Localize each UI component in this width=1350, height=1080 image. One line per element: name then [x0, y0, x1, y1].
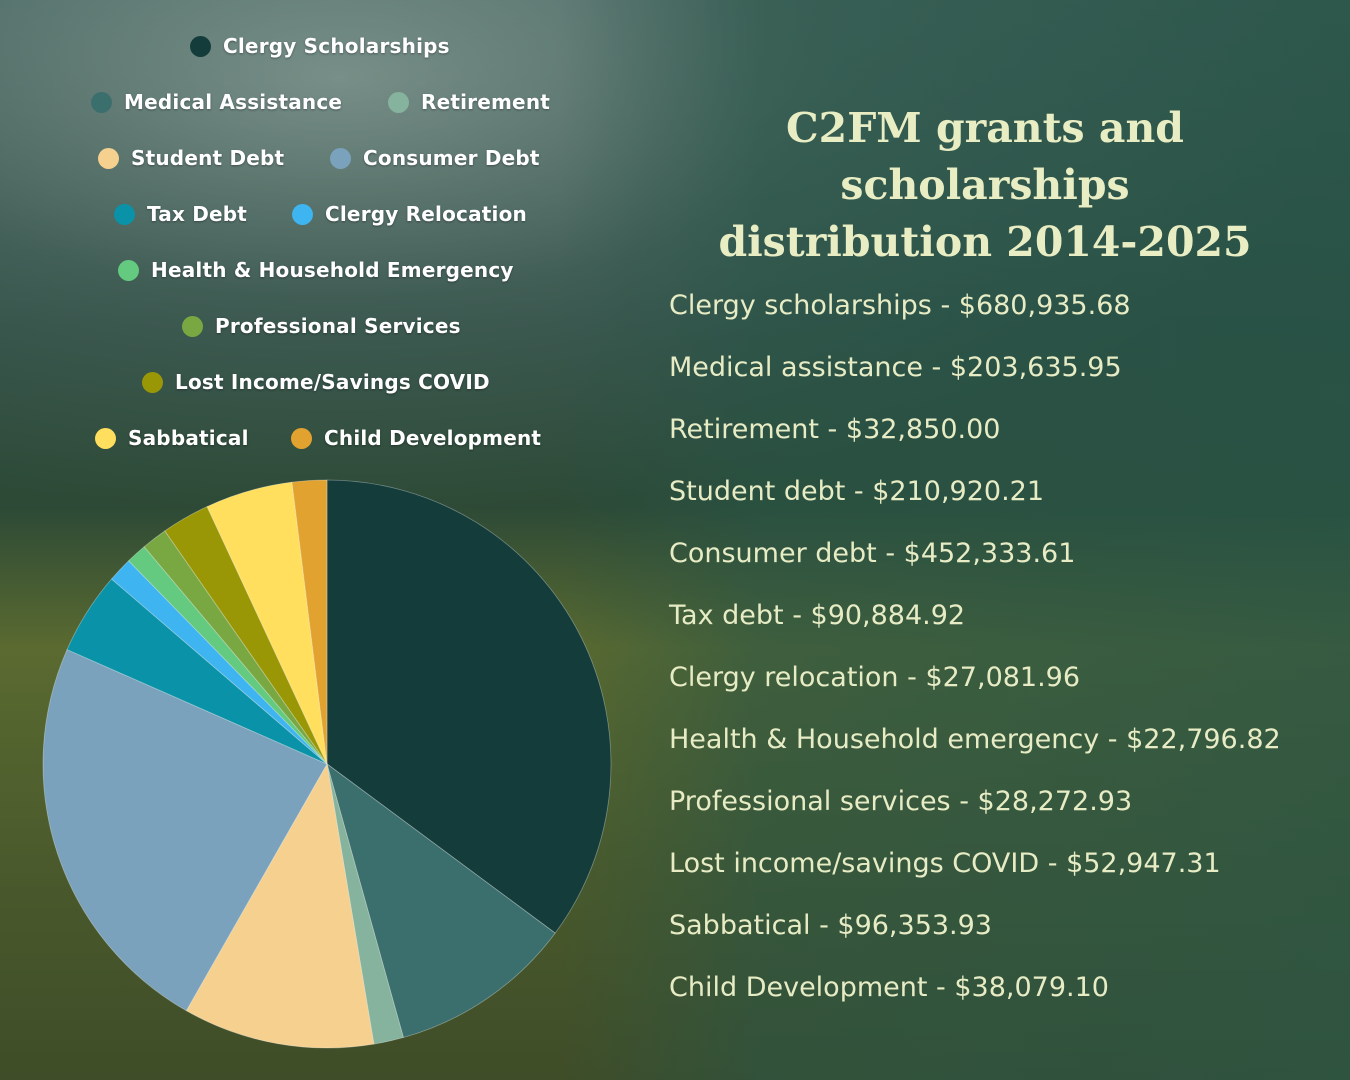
legend-item: Clergy Relocation — [292, 202, 527, 226]
legend-swatch — [142, 371, 163, 393]
legend-item: Consumer Debt — [330, 146, 540, 170]
legend-label: Child Development — [324, 426, 542, 450]
legend-label: Consumer Debt — [363, 146, 540, 170]
value-row: Professional services - $28,272.93 — [669, 786, 1133, 817]
pie-slice-retirement — [326, 763, 404, 1045]
legend-item: Professional Services — [182, 314, 461, 338]
value-row: Retirement - $32,850.00 — [669, 414, 1001, 445]
value-row: Health & Household emergency - $22,796.8… — [669, 724, 1281, 755]
value-row: Medical assistance - $203,635.95 — [669, 352, 1122, 383]
legend-item: Medical Assistance — [91, 90, 342, 114]
pie-chart — [42, 479, 612, 1049]
pie-slice-consumer-debt — [42, 649, 328, 1012]
pie-slice-professional-services — [143, 530, 328, 765]
legend-swatch — [114, 203, 135, 225]
value-row: Lost income/savings COVID - $52,947.31 — [669, 848, 1221, 879]
legend-label: Professional Services — [215, 314, 461, 338]
legend-item: Sabbatical — [95, 426, 249, 450]
legend-item: Clergy Scholarships — [190, 34, 450, 58]
chart-legend: Clergy Scholarships Medical Assistance Ret… — [0, 0, 640, 470]
legend-item: Child Development — [291, 426, 541, 450]
legend-label: Clergy Relocation — [325, 202, 527, 226]
pie-slice-sabbatical — [206, 481, 328, 765]
pie-slice-lost-income-savings-covid — [164, 506, 328, 765]
title-line-2: distribution 2014-2025 — [718, 218, 1252, 266]
legend-swatch — [388, 91, 409, 113]
legend-label: Medical Assistance — [124, 90, 343, 114]
legend-label: Lost Income/Savings COVID — [175, 370, 490, 394]
value-row: Consumer debt - $452,333.61 — [669, 538, 1076, 569]
legend-swatch — [190, 35, 211, 57]
legend-label: Tax Debt — [147, 202, 248, 226]
legend-swatch — [291, 427, 312, 449]
value-row: Clergy scholarships - $680,935.68 — [669, 290, 1131, 321]
value-row: Student debt - $210,920.21 — [669, 476, 1045, 507]
legend-label: Student Debt — [131, 146, 285, 170]
value-row: Clergy relocation - $27,081.96 — [669, 662, 1081, 693]
legend-item: Student Debt — [98, 146, 284, 170]
legend-swatch — [118, 259, 139, 281]
pie-slice-medical-assistance — [326, 762, 556, 1039]
background-tint — [560, 0, 1350, 1080]
pie-slice-student-debt — [185, 762, 375, 1049]
legend-item: Tax Debt — [114, 202, 247, 226]
legend-swatch — [91, 91, 112, 113]
pie-slice-tax-debt — [66, 578, 328, 765]
page-title: C2FM grants and scholarships distributio… — [640, 100, 1330, 271]
value-row: Tax debt - $90,884.92 — [669, 600, 966, 631]
value-row: Child Development - $38,079.10 — [669, 972, 1109, 1003]
pie-slice-child-development — [291, 479, 328, 765]
values-list: Clergy scholarships - $680,935.68 Medical… — [669, 286, 1344, 1030]
legend-swatch — [182, 315, 203, 337]
legend-label: Sabbatical — [128, 426, 249, 450]
legend-swatch — [98, 147, 119, 169]
legend-item: Lost Income/Savings COVID — [142, 370, 490, 394]
pie-slice-clergy-relocation — [110, 560, 328, 765]
legend-swatch — [330, 147, 351, 169]
legend-item: Health & Household Emergency — [118, 258, 514, 282]
legend-item: Retirement — [388, 90, 550, 114]
legend-label: Clergy Scholarships — [223, 34, 450, 58]
value-row: Sabbatical - $96,353.93 — [669, 910, 992, 941]
pie-slice-health-household-emergency — [128, 546, 328, 765]
legend-label: Health & Household Emergency — [151, 258, 514, 282]
pie-slice-clergy-scholarships — [326, 479, 612, 934]
legend-swatch — [292, 203, 313, 225]
legend-swatch — [95, 427, 116, 449]
legend-label: Retirement — [421, 90, 551, 114]
title-line-1: C2FM grants and scholarships — [786, 104, 1184, 209]
